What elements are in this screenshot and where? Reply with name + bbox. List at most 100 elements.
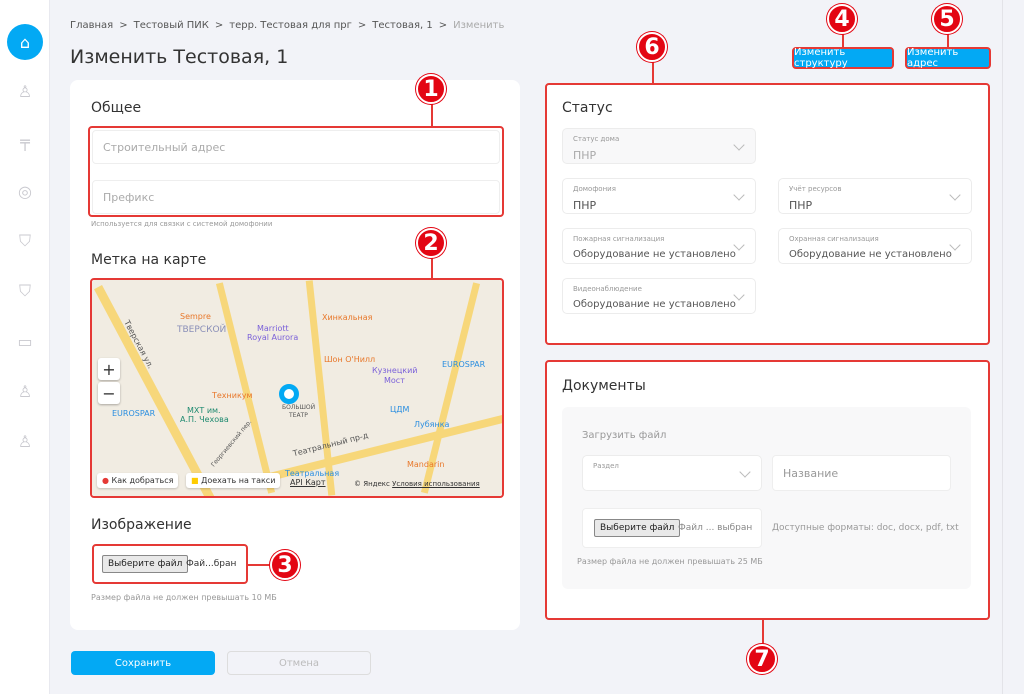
- map-label: Royal Aurora: [247, 333, 299, 342]
- edit-address-button[interactable]: Изменить адрес: [905, 47, 991, 69]
- select-value: ПНР: [573, 149, 597, 162]
- video-select[interactable]: Видеонаблюдение Оборудование не установле…: [562, 278, 756, 314]
- cancel-button[interactable]: Отмена: [227, 651, 371, 675]
- map-label: БОЛЬШОЙ: [282, 404, 316, 411]
- choose-image-button[interactable]: Выберите файл: [102, 555, 189, 573]
- general-heading: Общее: [91, 100, 142, 116]
- route-button[interactable]: ● Как добраться: [97, 473, 179, 488]
- fire-shield-icon[interactable]: ⛉: [18, 231, 31, 250]
- barrier-icon[interactable]: ╤: [20, 131, 30, 151]
- map[interactable]: Sempre ТВЕРСКОЙ Marriott Royal Aurora Хи…: [92, 280, 502, 496]
- resources-select[interactable]: Учёт ресурсов ПНР: [778, 178, 972, 214]
- section-select[interactable]: Раздел: [582, 455, 762, 491]
- sidebar: ⌂ ♙ ╤ ◎ ⛉ ⛉ ▭ ♙ ♙: [0, 0, 50, 694]
- select-value: ПНР: [789, 199, 813, 212]
- api-link[interactable]: API Карт: [290, 478, 326, 487]
- map-marker-icon[interactable]: [279, 384, 299, 404]
- map-label: Лубянка: [414, 420, 450, 429]
- chevron-down-icon: [733, 139, 745, 151]
- map-label: ЦДМ: [390, 405, 410, 414]
- building-address-input[interactable]: Строительный адрес: [92, 130, 500, 164]
- house-status-select[interactable]: Статус дома ПНР: [562, 128, 756, 164]
- callout-badge-4: 4: [827, 4, 857, 34]
- taxi-icon: ■: [191, 476, 199, 485]
- copyright: © Яндекс: [354, 480, 390, 488]
- breadcrumb-item[interactable]: терр. Тестовая для прг: [229, 20, 352, 31]
- map-label: А.П. Чехова: [180, 415, 229, 424]
- select-value: ПНР: [573, 199, 597, 212]
- callout-frame-1: [88, 126, 504, 217]
- map-label: Шон О'Нилл: [324, 355, 376, 364]
- select-label: Домофония: [573, 185, 616, 193]
- breadcrumb-separator: >: [214, 20, 224, 31]
- intercom-icon[interactable]: ♙: [17, 81, 33, 101]
- route-label: Как добраться: [111, 476, 174, 485]
- image-file-status: Фай...бран: [186, 559, 237, 569]
- document-name-input[interactable]: Название: [772, 455, 951, 491]
- taxi-label: Доехать на такси: [201, 476, 276, 485]
- map-label: Marriott: [257, 324, 289, 333]
- documents-heading: Документы: [562, 378, 646, 394]
- callout-badge-3: 3: [270, 550, 300, 580]
- save-button[interactable]: Сохранить: [71, 651, 215, 675]
- callout-badge-1: 1: [416, 74, 446, 104]
- image-heading: Изображение: [91, 517, 192, 533]
- breadcrumb-separator: >: [357, 20, 367, 31]
- callout-badge-7: 7: [747, 644, 777, 674]
- callout-badge-5: 5: [932, 4, 962, 34]
- home-icon[interactable]: ⌂: [7, 24, 43, 60]
- select-label: Видеонаблюдение: [573, 285, 642, 293]
- select-label: Охранная сигнализация: [789, 235, 879, 243]
- select-label: Пожарная сигнализация: [573, 235, 665, 243]
- prefix-input[interactable]: Префикс: [92, 180, 500, 214]
- map-label: Техникум: [212, 391, 253, 400]
- document-file-status: Файл ... выбран: [678, 523, 753, 533]
- map-label: Sempre: [180, 312, 211, 321]
- callout-badge-2: 2: [416, 228, 446, 258]
- breadcrumb-separator: >: [438, 20, 448, 31]
- map-label: Хинкальная: [322, 313, 373, 322]
- person-bag-icon[interactable]: ♙: [17, 431, 33, 451]
- breadcrumb-current: Изменить: [453, 20, 505, 31]
- page-title: Изменить Тестовая, 1: [70, 46, 289, 68]
- choose-document-button[interactable]: Выберите файл: [594, 519, 681, 537]
- security-alarm-select[interactable]: Охранная сигнализация Оборудование не уст…: [778, 228, 972, 264]
- person-icon[interactable]: ♙: [17, 381, 33, 401]
- breadcrumb-item[interactable]: Тестовый ПИК: [133, 20, 209, 31]
- map-heading: Метка на карте: [91, 252, 207, 268]
- map-label: Кузнецкий: [372, 366, 418, 375]
- select-label: Статус дома: [573, 135, 620, 143]
- breadcrumb-separator: >: [119, 20, 128, 31]
- map-label: ТВЕРСКОЙ: [177, 325, 227, 335]
- breadcrumb-item[interactable]: Главная: [70, 20, 114, 31]
- breadcrumb-item[interactable]: Тестовая, 1: [372, 20, 433, 31]
- upload-panel: [562, 407, 971, 589]
- image-hint: Размер файла не должен превышать 10 МБ: [91, 593, 277, 602]
- security-shield-icon[interactable]: ⛉: [18, 281, 31, 300]
- scrollbar[interactable]: [1002, 0, 1024, 694]
- callout-frame-2: [90, 278, 504, 498]
- taxi-button[interactable]: ■ Доехать на такси: [186, 473, 281, 488]
- meter-icon[interactable]: ◎: [18, 181, 32, 201]
- map-label: Mandarin: [407, 460, 445, 469]
- chevron-down-icon: [949, 189, 961, 201]
- map-label: EUROSPAR: [112, 409, 156, 418]
- chevron-down-icon: [739, 466, 751, 478]
- camera-icon[interactable]: ▭: [17, 331, 33, 351]
- pin-icon: ●: [102, 476, 109, 485]
- zoom-out-button[interactable]: −: [98, 382, 120, 404]
- edit-structure-button[interactable]: Изменить структуру: [792, 47, 894, 69]
- prefix-hint: Используется для связки с системой домоф…: [91, 220, 273, 228]
- upload-heading: Загрузить файл: [582, 430, 667, 441]
- fire-alarm-select[interactable]: Пожарная сигнализация Оборудование не уст…: [562, 228, 756, 264]
- select-value: Оборудование не установлено: [573, 299, 736, 310]
- zoom-in-button[interactable]: +: [98, 358, 120, 380]
- select-label: Учёт ресурсов: [789, 185, 842, 193]
- intercom-select[interactable]: Домофония ПНР: [562, 178, 756, 214]
- breadcrumb: Главная > Тестовый ПИК > терр. Тестовая дл…: [70, 20, 504, 31]
- select-value: Оборудование не установлено: [789, 249, 952, 260]
- terms-link[interactable]: Условия использования: [392, 480, 480, 488]
- map-label: МХТ им.: [187, 406, 221, 415]
- callout-frame-3: [92, 544, 248, 584]
- map-label: Мост: [384, 376, 405, 385]
